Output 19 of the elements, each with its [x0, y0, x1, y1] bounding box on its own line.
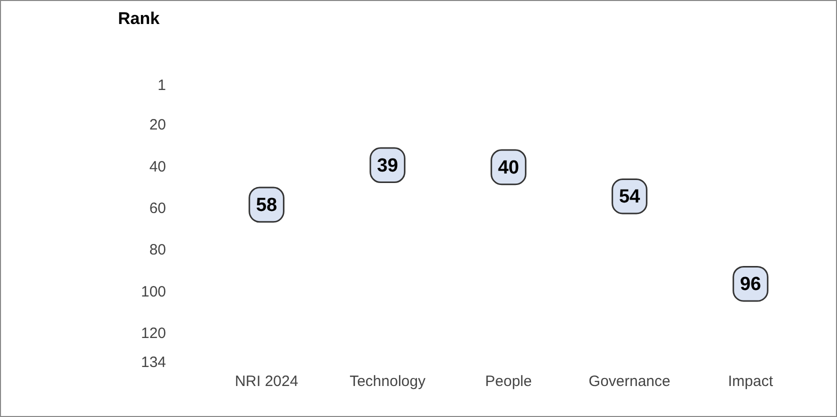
y-tick-label: 120: [140, 324, 166, 342]
y-axis-title: Rank: [118, 9, 160, 29]
y-tick-label: 60: [149, 200, 166, 218]
data-label: 39: [376, 155, 398, 176]
y-tick-label: 20: [149, 116, 166, 134]
y-tick-label: 80: [149, 242, 166, 259]
data-label: 58: [256, 194, 278, 216]
data-label: 54: [618, 186, 641, 208]
x-tick-label: Technology: [350, 373, 426, 390]
y-tick-label: 100: [140, 283, 166, 300]
data-label: 40: [498, 157, 520, 178]
x-tick-label: People: [485, 373, 532, 390]
y-tick-label: 40: [149, 158, 166, 176]
data-label: 96: [740, 274, 762, 296]
y-tick-label: 1: [158, 77, 166, 94]
x-tick-label: Governance: [588, 373, 670, 390]
x-tick-label: NRI 2024: [234, 373, 298, 390]
x-tick-label: Impact: [728, 373, 774, 390]
y-tick-label: 134: [140, 354, 166, 372]
